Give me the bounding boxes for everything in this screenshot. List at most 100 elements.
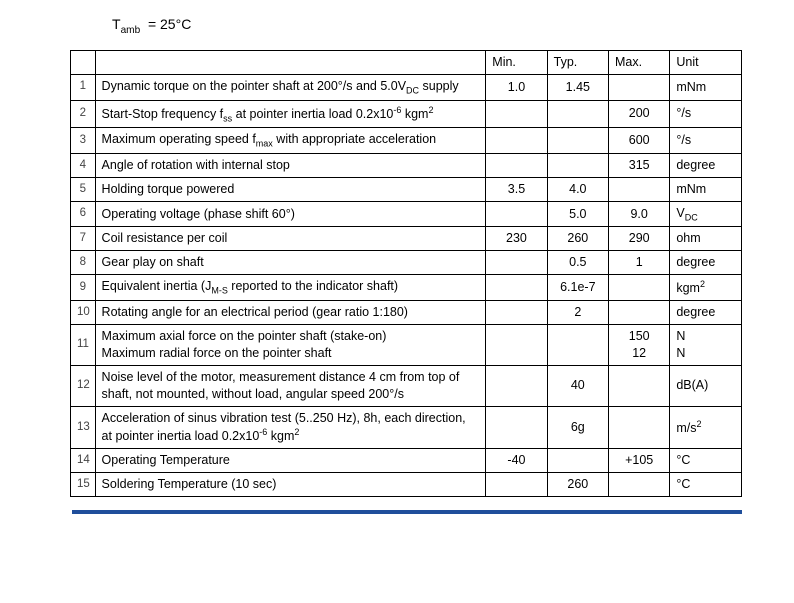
row-typ: 260: [547, 227, 608, 251]
header-typ: Typ.: [547, 51, 608, 75]
row-max: [609, 74, 670, 100]
table-row: 1Dynamic torque on the pointer shaft at …: [71, 74, 742, 100]
table-row: 3Maximum operating speed fmax with appro…: [71, 128, 742, 154]
header-max: Max.: [609, 51, 670, 75]
table-row: 5Holding torque powered3.54.0 mNm: [71, 177, 742, 201]
row-number: 11: [71, 325, 96, 366]
table-row: 4Angle of rotation with internal stop 315…: [71, 153, 742, 177]
row-typ: 4.0: [547, 177, 608, 201]
page: Tamb = 25°C Min. Typ. Max. Unit 1Dynamic…: [0, 0, 794, 603]
row-max: 1: [609, 251, 670, 275]
row-max: [609, 177, 670, 201]
row-typ: [547, 100, 608, 128]
row-unit: dB(A): [670, 365, 742, 406]
footer-accent-rule: [72, 510, 742, 514]
ambient-temperature-condition: Tamb = 25°C: [112, 16, 191, 36]
spec-table-body: 1Dynamic torque on the pointer shaft at …: [71, 74, 742, 496]
row-unit: degree: [670, 301, 742, 325]
row-max: 200: [609, 100, 670, 128]
row-number: 15: [71, 473, 96, 497]
row-max: 600: [609, 128, 670, 154]
row-number: 1: [71, 74, 96, 100]
row-description: Noise level of the motor, measurement di…: [95, 365, 486, 406]
row-number: 3: [71, 128, 96, 154]
row-description: Maximum operating speed fmax with approp…: [95, 128, 486, 154]
row-description: Operating Temperature: [95, 449, 486, 473]
row-max: [609, 406, 670, 449]
table-row: 11Maximum axial force on the pointer sha…: [71, 325, 742, 366]
row-typ: [547, 128, 608, 154]
row-unit: ohm: [670, 227, 742, 251]
row-unit: degree: [670, 251, 742, 275]
row-unit: °/s: [670, 128, 742, 154]
row-unit: NN: [670, 325, 742, 366]
row-unit: degree: [670, 153, 742, 177]
row-unit: °C: [670, 473, 742, 497]
row-typ: [547, 153, 608, 177]
row-min: [486, 301, 547, 325]
header-unit: Unit: [670, 51, 742, 75]
row-unit: °C: [670, 449, 742, 473]
row-description: Operating voltage (phase shift 60°): [95, 201, 486, 227]
row-typ: 40: [547, 365, 608, 406]
row-typ: 2: [547, 301, 608, 325]
row-unit: VDC: [670, 201, 742, 227]
header-min: Min.: [486, 51, 547, 75]
row-min: [486, 275, 547, 301]
row-description: Rotating angle for an electrical period …: [95, 301, 486, 325]
row-number: 4: [71, 153, 96, 177]
row-description: Gear play on shaft: [95, 251, 486, 275]
row-min: 230: [486, 227, 547, 251]
table-row: 10Rotating angle for an electrical perio…: [71, 301, 742, 325]
row-typ: 0.5: [547, 251, 608, 275]
row-min: [486, 251, 547, 275]
row-description: Angle of rotation with internal stop: [95, 153, 486, 177]
row-max: [609, 473, 670, 497]
row-max: 315: [609, 153, 670, 177]
table-row: 15Soldering Temperature (10 sec) 260 °C: [71, 473, 742, 497]
row-description: Holding torque powered: [95, 177, 486, 201]
row-unit: mNm: [670, 74, 742, 100]
table-row: 14Operating Temperature-40+105°C: [71, 449, 742, 473]
row-typ: [547, 449, 608, 473]
row-number: 6: [71, 201, 96, 227]
table-header-row: Min. Typ. Max. Unit: [71, 51, 742, 75]
row-typ: 5.0: [547, 201, 608, 227]
row-max: +105: [609, 449, 670, 473]
row-number: 5: [71, 177, 96, 201]
row-number: 10: [71, 301, 96, 325]
row-min: [486, 128, 547, 154]
table-row: 13Acceleration of sinus vibration test (…: [71, 406, 742, 449]
row-number: 2: [71, 100, 96, 128]
row-typ: 260: [547, 473, 608, 497]
row-description: Maximum axial force on the pointer shaft…: [95, 325, 486, 366]
spec-table: Min. Typ. Max. Unit 1Dynamic torque on t…: [70, 50, 742, 497]
row-typ: [547, 325, 608, 366]
table-row: 8Gear play on shaft0.51degree: [71, 251, 742, 275]
row-max: [609, 301, 670, 325]
row-min: 1.0: [486, 74, 547, 100]
table-row: 2Start-Stop frequency fss at pointer ine…: [71, 100, 742, 128]
row-description: Soldering Temperature (10 sec): [95, 473, 486, 497]
row-min: [486, 201, 547, 227]
row-description: Coil resistance per coil: [95, 227, 486, 251]
row-max: [609, 365, 670, 406]
row-unit: mNm: [670, 177, 742, 201]
spec-table-container: Min. Typ. Max. Unit 1Dynamic torque on t…: [70, 50, 742, 497]
row-description: Dynamic torque on the pointer shaft at 2…: [95, 74, 486, 100]
row-max: [609, 275, 670, 301]
row-typ: 6.1e-7: [547, 275, 608, 301]
table-row: 12Noise level of the motor, measurement …: [71, 365, 742, 406]
row-min: [486, 153, 547, 177]
row-number: 14: [71, 449, 96, 473]
row-number: 12: [71, 365, 96, 406]
row-unit: °/s: [670, 100, 742, 128]
row-min: [486, 406, 547, 449]
row-number: 13: [71, 406, 96, 449]
row-min: [486, 100, 547, 128]
row-typ: 1.45: [547, 74, 608, 100]
row-min: 3.5: [486, 177, 547, 201]
row-min: [486, 473, 547, 497]
table-row: 7Coil resistance per coil230260290ohm: [71, 227, 742, 251]
row-unit: kgm2: [670, 275, 742, 301]
